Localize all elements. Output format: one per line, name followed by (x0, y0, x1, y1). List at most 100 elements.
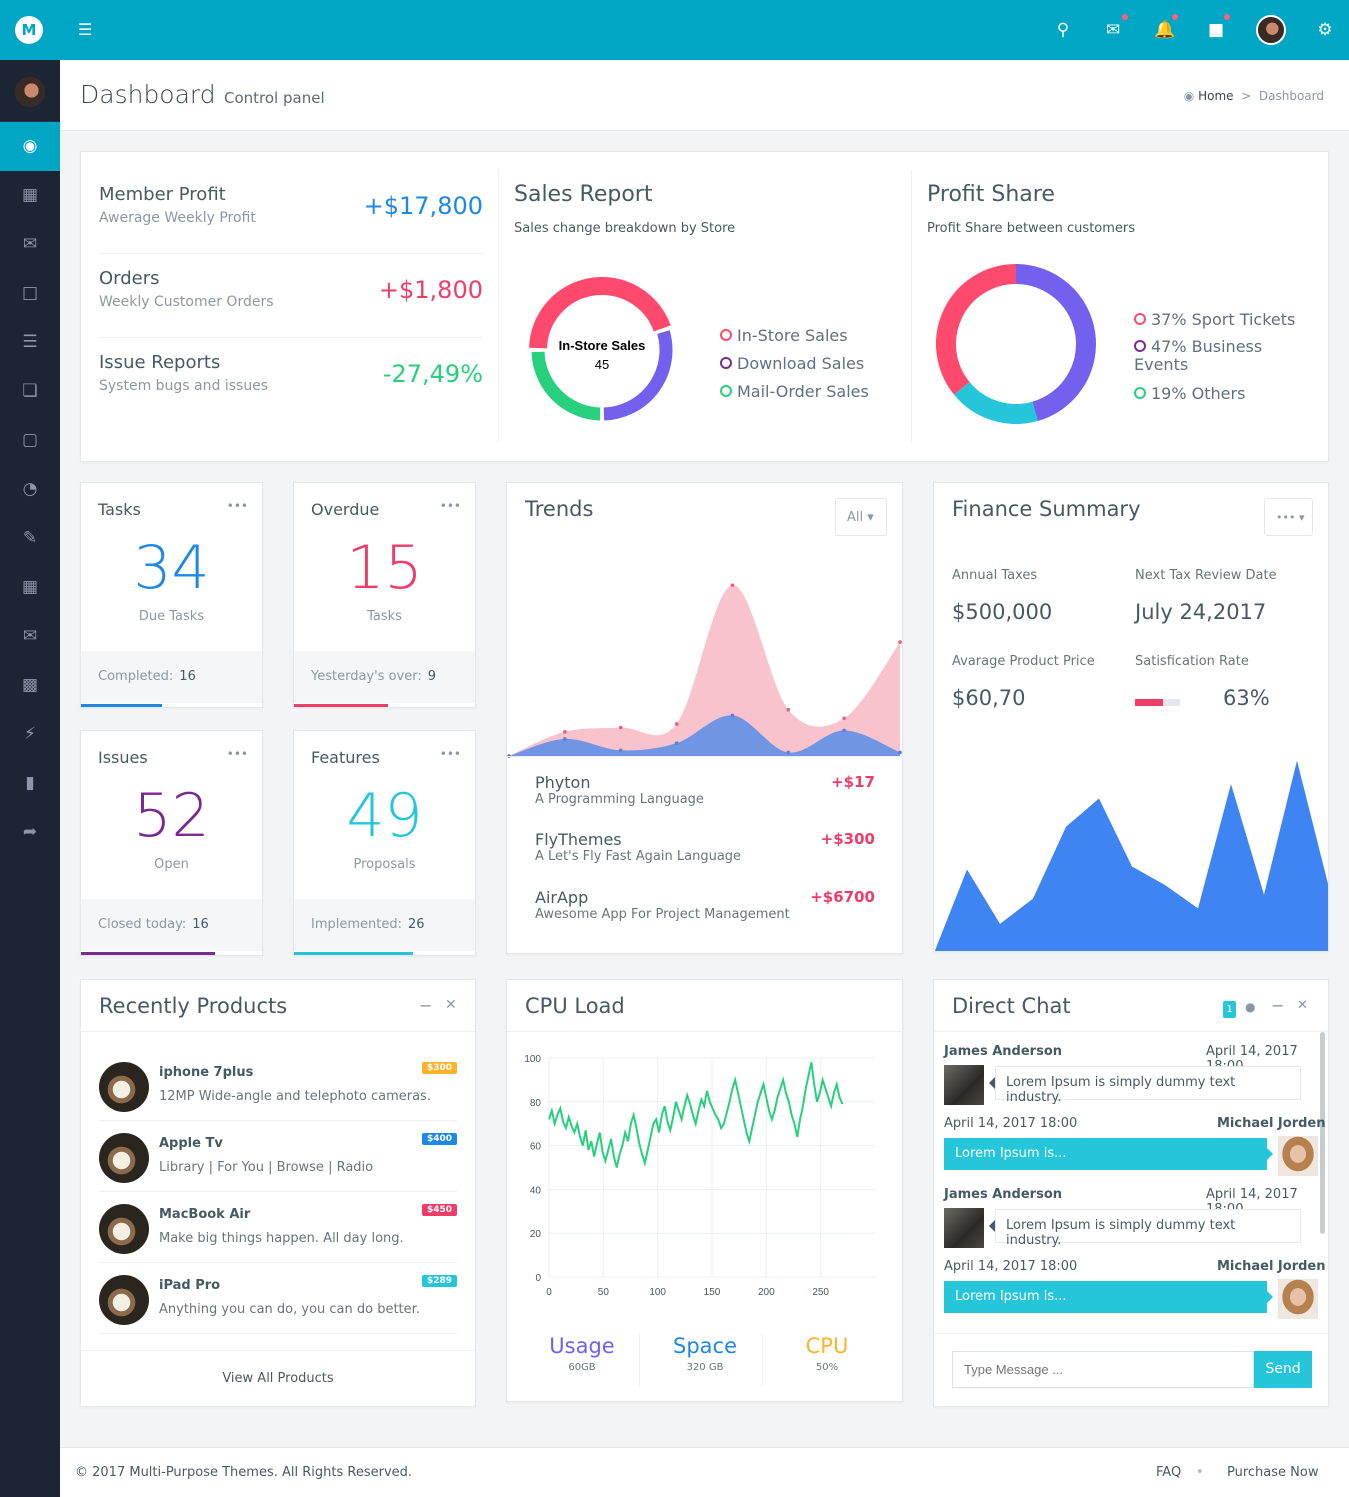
envelope-open-icon[interactable]: ✉ (22, 626, 38, 646)
donut-slice-in-store-sales (529, 277, 671, 349)
trends-filter-dropdown[interactable]: All ▾ (835, 498, 887, 536)
trends-point (563, 737, 567, 741)
copy-icon[interactable]: ❏ (22, 381, 38, 401)
menu-toggle-icon[interactable]: ☰ (78, 20, 93, 39)
price-badge: $300 (421, 1062, 457, 1074)
message-bubble: Lorem Ipsum is simply dummy text industr… (995, 1066, 1301, 1105)
bell-icon[interactable]: 🔔 (1154, 20, 1176, 40)
trends-point (842, 716, 846, 721)
sender-avatar (944, 1208, 984, 1248)
minimize-icon[interactable]: − (419, 996, 433, 1015)
footer-label: Yesterday's over: (311, 669, 422, 684)
product-item[interactable]: iphone 7plus 12MP Wide-angle and telepho… (99, 1050, 457, 1121)
sender-name: James Anderson (944, 1044, 1063, 1059)
sales-report-title: Sales Report (514, 182, 653, 207)
bubble-arrow (1267, 1148, 1273, 1160)
chat-icon[interactable]: ■ (1207, 20, 1225, 40)
view-all-products-link[interactable]: View All Products (222, 1371, 334, 1386)
breadcrumb-home[interactable]: Home (1198, 89, 1234, 103)
mail-icon[interactable]: ✉ (1105, 20, 1121, 40)
product-item[interactable]: Apple Tv Library | For You | Browse | Ra… (99, 1121, 457, 1192)
chat-title: Direct Chat (952, 994, 1071, 1018)
tax-review-label: Next Tax Review Date (1135, 568, 1277, 583)
more-icon[interactable]: ••• (226, 499, 248, 513)
satisfaction-bar (1135, 699, 1180, 706)
dashboard-icon[interactable]: ◉ (0, 122, 60, 171)
cpu-title: CPU Load (525, 994, 625, 1018)
table-icon[interactable]: ▦ (21, 577, 39, 597)
laptop-icon[interactable]: □ (21, 283, 39, 303)
chat-scrollbar[interactable] (1320, 1032, 1325, 1234)
more-icon[interactable]: ••• (226, 747, 248, 761)
tasks-count: 34 (133, 533, 210, 603)
trends-area-series-2 (509, 715, 900, 756)
sidebar-avatar[interactable] (15, 77, 45, 107)
product-item[interactable]: MacBook Air Make big things happen. All … (99, 1192, 457, 1263)
close-icon[interactable]: ✕ (445, 997, 457, 1013)
legend-label: Mail-Order Sales (737, 382, 869, 401)
message-input[interactable] (952, 1351, 1254, 1388)
sidebar-user[interactable] (0, 60, 60, 122)
faq-link[interactable]: FAQ (1156, 1465, 1182, 1480)
file-icon[interactable]: ▮ (25, 773, 35, 793)
comments-icon[interactable]: ● (1245, 1000, 1256, 1014)
x-tick-label: 100 (649, 1287, 666, 1298)
bubble-arrow (989, 1220, 995, 1232)
stat-value: 320 GB (686, 1362, 724, 1373)
more-icon[interactable]: ••• (439, 499, 461, 513)
cpu-series-line (548, 1062, 844, 1168)
product-image (99, 1204, 149, 1254)
donut-slice-others (954, 381, 1038, 424)
map-icon[interactable]: ▩ (21, 675, 39, 695)
list-icon[interactable]: ☰ (22, 332, 38, 352)
footer-value: 9 (427, 669, 437, 684)
minimize-icon[interactable]: − (1271, 996, 1285, 1015)
mail-icon[interactable]: ✉ (22, 234, 38, 254)
sales-donut-chart: In-Store Sales 45 (529, 277, 673, 421)
sales-report-subtitle: Sales change breakdown by Store (514, 221, 736, 236)
trends-area-series-1 (509, 585, 900, 756)
user-avatar[interactable] (1256, 15, 1286, 45)
caret-down-icon: ▾ (1298, 511, 1305, 524)
product-image (99, 1062, 149, 1112)
trends-point (786, 750, 791, 755)
apps-grid-icon[interactable]: ▦ (21, 185, 39, 205)
x-tick-label: 50 (598, 1287, 610, 1298)
more-icon[interactable]: ••• (439, 747, 461, 761)
annual-taxes-value: $500,000 (952, 600, 1053, 624)
edit-icon[interactable]: ✎ (22, 528, 38, 548)
pie-chart-icon[interactable]: ◔ (22, 479, 38, 499)
donut-slice-mail-order-sales (531, 351, 601, 421)
product-name: iPad Pro (159, 1278, 221, 1293)
footer-label: Closed today: (98, 917, 187, 932)
legend-label: 47% Business Events (1134, 337, 1263, 374)
share-icon[interactable]: ➦ (22, 822, 38, 842)
footer-label: Completed: (98, 669, 174, 684)
logo-icon[interactable]: M (15, 16, 43, 44)
divider (639, 1334, 640, 1386)
purchase-now-link[interactable]: Purchase Now (1227, 1465, 1319, 1480)
trends-point (730, 713, 735, 718)
plug-icon[interactable]: ⚡ (24, 724, 36, 744)
overdue-card: Overdue ••• 15 Tasks Yesterday's over: 9 (293, 482, 476, 708)
product-item[interactable]: iPad Pro Anything you can do, you can do… (99, 1263, 457, 1334)
search-icon[interactable]: ⚲ (1056, 20, 1070, 40)
legend-circle-icon (1134, 339, 1146, 352)
finance-menu-dropdown[interactable]: ••• ▾ (1264, 498, 1313, 536)
legend-label: 37% Sport Tickets (1151, 310, 1296, 329)
card-header: Recently Products − ✕ (81, 980, 475, 1032)
trend-desc: A Programming Language (535, 792, 704, 807)
gear-icon[interactable]: ⚙ (1317, 20, 1333, 40)
legend-circle-icon (1134, 386, 1146, 399)
stat-value: 60GB (568, 1362, 596, 1373)
bubble-arrow (989, 1077, 995, 1089)
close-icon[interactable]: ✕ (1297, 998, 1308, 1013)
direct-chat-card: Direct Chat 1 ● − ✕ James Anderson April… (933, 979, 1329, 1407)
legend-circle-icon (720, 356, 732, 369)
page-title: Dashboard (80, 80, 216, 109)
stat-label: Usage (549, 1334, 615, 1358)
send-button[interactable]: Send (1254, 1351, 1312, 1388)
product-desc: Anything you can do, you can do better. (159, 1302, 420, 1317)
square-icon[interactable]: ▢ (21, 430, 39, 450)
trends-point (618, 748, 623, 753)
